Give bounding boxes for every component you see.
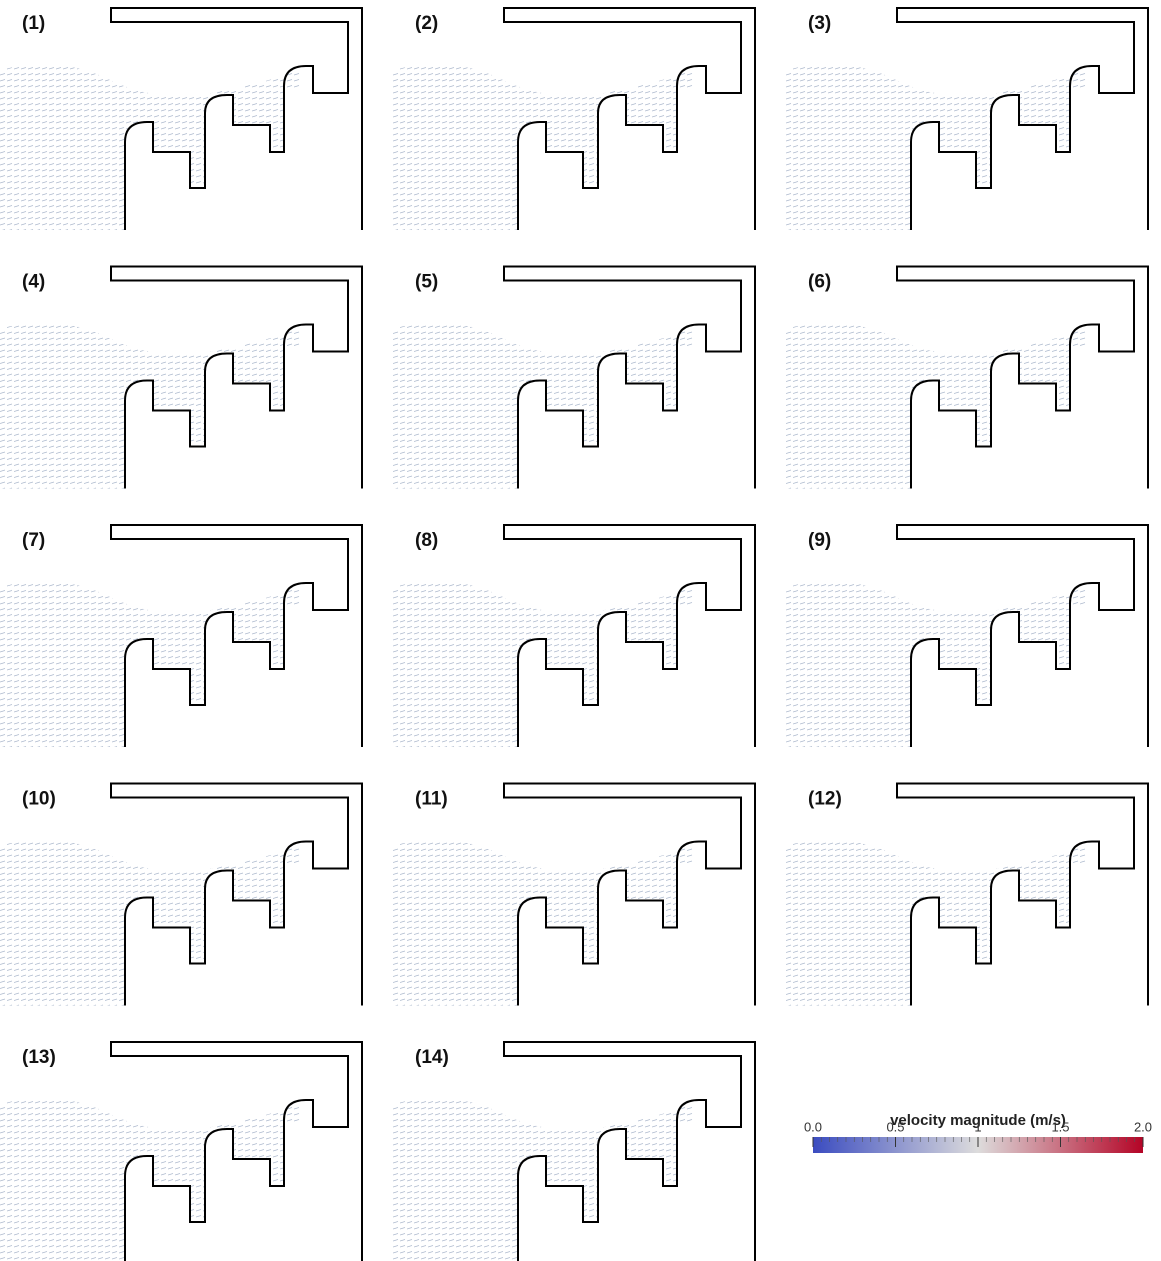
panel-label: (13) bbox=[22, 1047, 56, 1068]
panel: (5) bbox=[393, 267, 755, 489]
panels: (1) (2) (3) (4) (5) (6) (7) (8) (9) (10) (11) (12) (… bbox=[0, 8, 1148, 1261]
flow-field bbox=[393, 581, 693, 747]
flow-field bbox=[393, 1098, 693, 1261]
panel-label: (9) bbox=[808, 530, 831, 551]
flow-field bbox=[786, 581, 1086, 747]
panel: (7) bbox=[0, 525, 362, 747]
flow-field bbox=[786, 64, 1086, 230]
panel-label: (10) bbox=[22, 789, 56, 810]
panel-label: (4) bbox=[22, 272, 45, 293]
flow-field bbox=[786, 323, 1086, 489]
panel: (4) bbox=[0, 267, 362, 489]
panel: (1) bbox=[0, 8, 362, 230]
panel-label: (3) bbox=[808, 13, 831, 34]
panel: (2) bbox=[393, 8, 755, 230]
flow-field bbox=[393, 64, 693, 230]
panel: (8) bbox=[393, 525, 755, 747]
panel: (9) bbox=[786, 525, 1148, 747]
panel: (12) bbox=[786, 784, 1148, 1006]
flow-field bbox=[0, 1098, 300, 1261]
flow-field bbox=[0, 581, 300, 747]
panel-label: (7) bbox=[22, 530, 45, 551]
panel-label: (2) bbox=[415, 13, 438, 34]
flow-field bbox=[0, 64, 300, 230]
flow-field bbox=[393, 840, 693, 1006]
flow-field bbox=[393, 323, 693, 489]
panel-label: (12) bbox=[808, 789, 842, 810]
tick-label: 0.0 bbox=[804, 1119, 822, 1134]
panel-label: (6) bbox=[808, 272, 831, 293]
tick-label: 2.0 bbox=[1134, 1119, 1152, 1134]
panel: (3) bbox=[786, 8, 1148, 230]
figure: (1) (2) (3) (4) (5) (6) (7) (8) (9) (10) (11) (12) (… bbox=[0, 0, 1161, 1261]
flow-field bbox=[0, 840, 300, 1006]
panel: (11) bbox=[393, 784, 755, 1006]
panel-label: (8) bbox=[415, 530, 438, 551]
tick-label: 1.5 bbox=[1051, 1119, 1069, 1134]
panel-label: (5) bbox=[415, 272, 438, 293]
flow-field bbox=[786, 840, 1086, 1006]
panel-label: (14) bbox=[415, 1047, 449, 1068]
panel-label: (1) bbox=[22, 13, 45, 34]
panel-label: (11) bbox=[415, 789, 448, 810]
flow-field bbox=[0, 323, 300, 489]
tick-label: 0.5 bbox=[886, 1119, 904, 1134]
panel: (13) bbox=[0, 1042, 362, 1261]
tick-label: 1 bbox=[974, 1119, 981, 1134]
panel: (10) bbox=[0, 784, 362, 1006]
panel: (6) bbox=[786, 267, 1148, 489]
panel: (14) bbox=[393, 1042, 755, 1261]
